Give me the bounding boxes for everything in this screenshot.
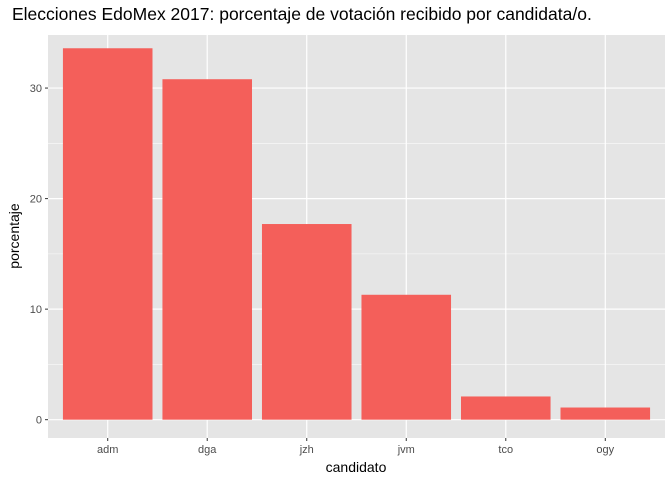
y-tick-label: 10 [30,304,42,316]
bar-tco [460,396,551,420]
bar-jzh [261,224,352,420]
x-tick-label: jvm [397,444,415,456]
bar-dga [162,79,253,420]
x-axis-ticks: adm dga jzh jvm tco ogy [97,438,615,456]
x-tick-label: tco [498,444,513,456]
y-tick-label: 20 [30,194,42,206]
x-tick-label: jzh [299,444,314,456]
x-axis-title: candidato [326,459,387,475]
bar-ogy [560,407,651,420]
x-tick-label: dga [198,444,217,456]
bar-jvm [361,294,452,420]
y-axis-title: porcentaje [6,203,22,269]
y-tick-label: 30 [30,83,42,95]
y-tick-label: 0 [36,415,42,427]
chart-title: Elecciones EdoMex 2017: porcentaje de vo… [12,4,592,24]
bar-adm [62,48,153,420]
x-tick-label: adm [97,444,118,456]
y-axis-ticks: 0 10 20 30 [30,83,48,427]
bars [62,48,651,420]
x-tick-label: ogy [596,444,614,456]
